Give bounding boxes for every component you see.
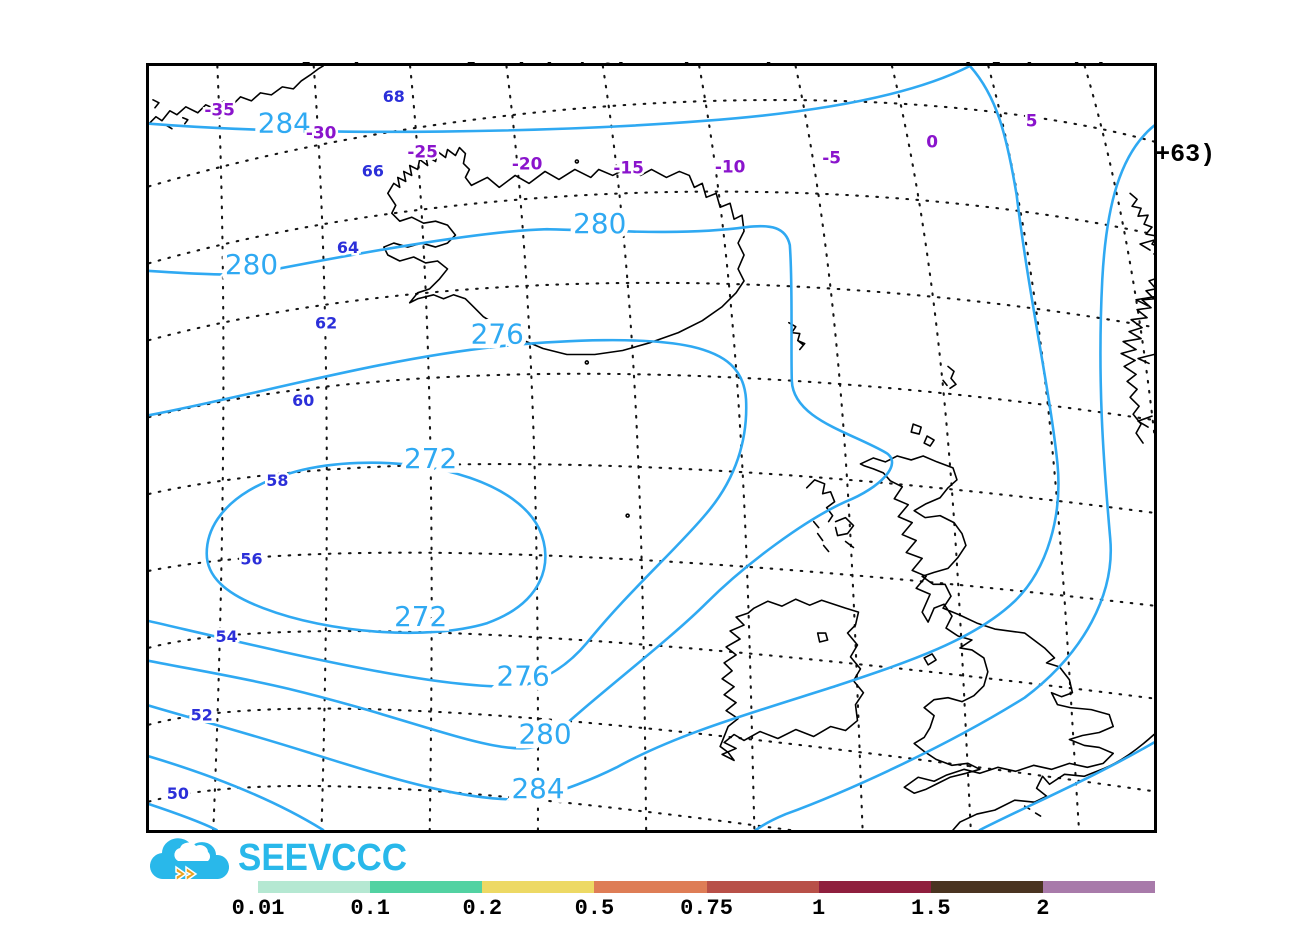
coastline-hebrides: [805, 479, 836, 553]
colorbar-tick-label: 0.75: [680, 896, 733, 921]
colorbar-segment: [594, 881, 707, 893]
grid-meridian: [794, 66, 864, 830]
coastline-orkney: [910, 423, 935, 447]
longitude-label: -5: [822, 147, 841, 167]
contour-label: 276: [497, 660, 550, 693]
grid-parallel: [149, 551, 1154, 607]
latitude-label: 60: [292, 391, 314, 410]
latitude-label: 54: [216, 627, 238, 646]
contour-284-north: [149, 66, 972, 134]
island-grimsey: [574, 159, 580, 164]
colorbar-tick-label: 2: [1036, 896, 1050, 921]
colorbar-segment: [706, 881, 819, 893]
grid-meridian: [601, 66, 648, 830]
colorbar-segment: [1042, 881, 1155, 893]
latitude-label: 64: [337, 238, 359, 257]
contour-label: 272: [394, 600, 447, 633]
coastline-norway: [1120, 192, 1154, 444]
coastline-iceland: [383, 146, 745, 356]
contour-288-southwest: [149, 755, 325, 830]
longitude-label: -35: [204, 100, 235, 120]
contour-label: 280: [518, 717, 571, 750]
grid-meridian: [212, 66, 225, 830]
grid-meridian: [1083, 66, 1154, 441]
contour-label: 284: [511, 772, 564, 805]
colorbar-segment: [818, 881, 931, 893]
contour-label: 276: [471, 318, 524, 351]
colorbar-segment: [258, 881, 371, 893]
longitude-label: -10: [715, 156, 746, 176]
latitude-label: 66: [362, 161, 384, 180]
longitude-label: -25: [407, 142, 438, 162]
grid-parallel: [149, 281, 1154, 342]
colorbar-segment: [370, 881, 483, 893]
contour-284-east: [149, 66, 1060, 801]
colorbar-tick-label: 0.2: [462, 896, 503, 921]
longitude-label: 0: [926, 132, 938, 152]
grid-parallel: [149, 630, 1154, 700]
logo-text: SEEVCCC: [238, 837, 408, 879]
grid-meridian: [312, 66, 328, 830]
grid-parallel: [149, 784, 798, 830]
colorbar-tick-label: 1.5: [910, 896, 951, 921]
longitude-label: 5: [1026, 111, 1038, 131]
latitude-label: 58: [266, 471, 288, 490]
forecast-map: 284 280 280 276 272 272 276 280 284 68 66 64 62 60 58 5…: [146, 63, 1157, 833]
contour-292-southeast: [978, 741, 1154, 830]
dust-load-colorbar: [258, 881, 1155, 893]
coastline-shetland: [942, 365, 957, 390]
contour-272-closed: [205, 461, 547, 635]
longitude-label: -20: [512, 153, 543, 173]
colorbar-segment: [930, 881, 1043, 893]
cloud-icon: [149, 838, 230, 883]
island-st-kilda: [625, 513, 630, 518]
colorbar-tick-label: 0.1: [350, 896, 390, 921]
grid-parallel: [149, 190, 1154, 265]
geopotential-contours: [149, 66, 1154, 830]
longitude-label: -15: [613, 157, 644, 177]
latitude-label: 50: [167, 784, 189, 803]
seevccc-logo: SEEVCCC: [148, 835, 568, 887]
contour-label: 280: [225, 248, 278, 281]
coastline-greenland: [149, 66, 324, 125]
colorbar-tick-label: 0.01: [231, 896, 285, 921]
latitude-label: 68: [383, 87, 405, 106]
map-labels: 284 280 280 276 272 272 276 280 284 68 66 64 62 60 58 5…: [164, 84, 1040, 809]
island-isle-of-man: [923, 653, 937, 666]
latlon-grid: [149, 66, 1154, 830]
coastline-faroes: [788, 321, 806, 351]
contour-288-east: [754, 124, 1154, 830]
contour-276: [149, 338, 748, 688]
coastlines: [149, 66, 1154, 830]
contour-292-southwest: [149, 802, 218, 830]
coastline-ireland: [719, 598, 865, 762]
contour-label: 280: [573, 207, 626, 240]
colorbar-tick-label: 0.5: [574, 896, 615, 921]
grid-meridian: [890, 66, 972, 830]
grid-meridian: [698, 66, 756, 830]
coastline-france: [952, 733, 1154, 830]
contour-280: [149, 224, 894, 750]
coastline-great-britain: [859, 455, 1114, 794]
grid-meridian: [505, 66, 540, 830]
coastline-norway-fjords: [1135, 239, 1154, 428]
longitude-label: -30: [306, 123, 337, 143]
latitude-label: 62: [315, 314, 337, 333]
grid-meridian: [987, 66, 1081, 830]
latitude-label: 52: [191, 706, 213, 725]
contour-label: 272: [404, 442, 457, 475]
grid-parallel: [149, 463, 1154, 514]
island-lough-neagh: [816, 632, 829, 643]
colorbar-segment: [482, 881, 595, 893]
map-canvas: 284 280 280 276 272 272 276 280 284 68 66 64 62 60 58 5…: [149, 66, 1154, 830]
colorbar-tick-label: 1: [812, 896, 826, 921]
island-vestmannaeyjar: [584, 360, 590, 365]
coastline-skye: [834, 516, 855, 549]
latitude-label: 56: [240, 549, 262, 568]
contour-label: 284: [258, 107, 311, 140]
